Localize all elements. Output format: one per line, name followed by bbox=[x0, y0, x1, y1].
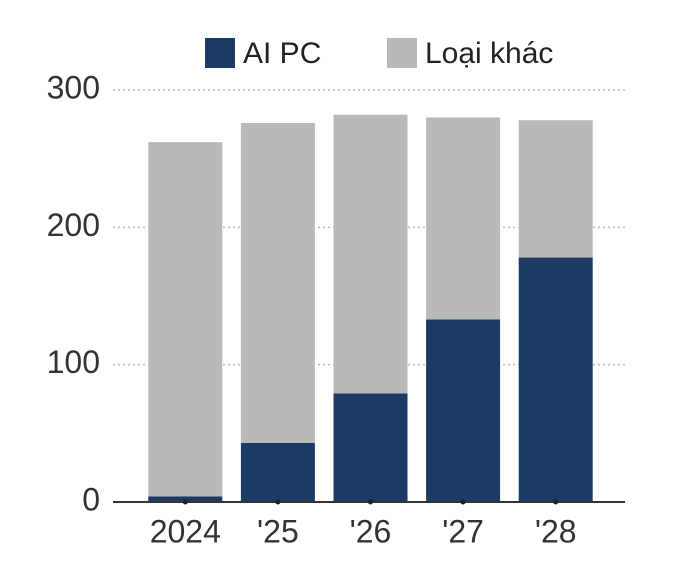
bar bbox=[518, 257, 593, 502]
x-tick-label: '28 bbox=[535, 513, 577, 549]
x-tick-label: '27 bbox=[442, 513, 484, 549]
bar bbox=[426, 117, 501, 320]
bar bbox=[333, 393, 408, 502]
legend-swatch bbox=[387, 38, 417, 68]
x-tick-label: 2024 bbox=[150, 513, 221, 549]
legend-swatch bbox=[205, 38, 235, 68]
legend-label: AI PC bbox=[243, 37, 321, 70]
bar bbox=[240, 122, 315, 443]
x-tick-dot bbox=[182, 499, 188, 505]
x-tick-dot bbox=[275, 499, 281, 505]
bar bbox=[518, 120, 593, 258]
bar bbox=[148, 496, 223, 502]
x-tick-dot bbox=[460, 499, 466, 505]
legend-label: Loại khác bbox=[425, 37, 553, 70]
bar bbox=[333, 114, 408, 394]
bar bbox=[240, 442, 315, 502]
x-tick-dot bbox=[368, 499, 373, 505]
x-tick-label: '25 bbox=[257, 513, 299, 549]
x-tick-dot bbox=[553, 499, 559, 505]
y-tick-label: 100 bbox=[47, 344, 100, 380]
bar bbox=[426, 319, 501, 502]
y-tick-label: 0 bbox=[82, 481, 100, 517]
bar bbox=[148, 142, 223, 497]
y-tick-label: 200 bbox=[47, 207, 100, 243]
x-tick-label: '26 bbox=[350, 513, 392, 549]
y-tick-label: 300 bbox=[47, 69, 100, 105]
